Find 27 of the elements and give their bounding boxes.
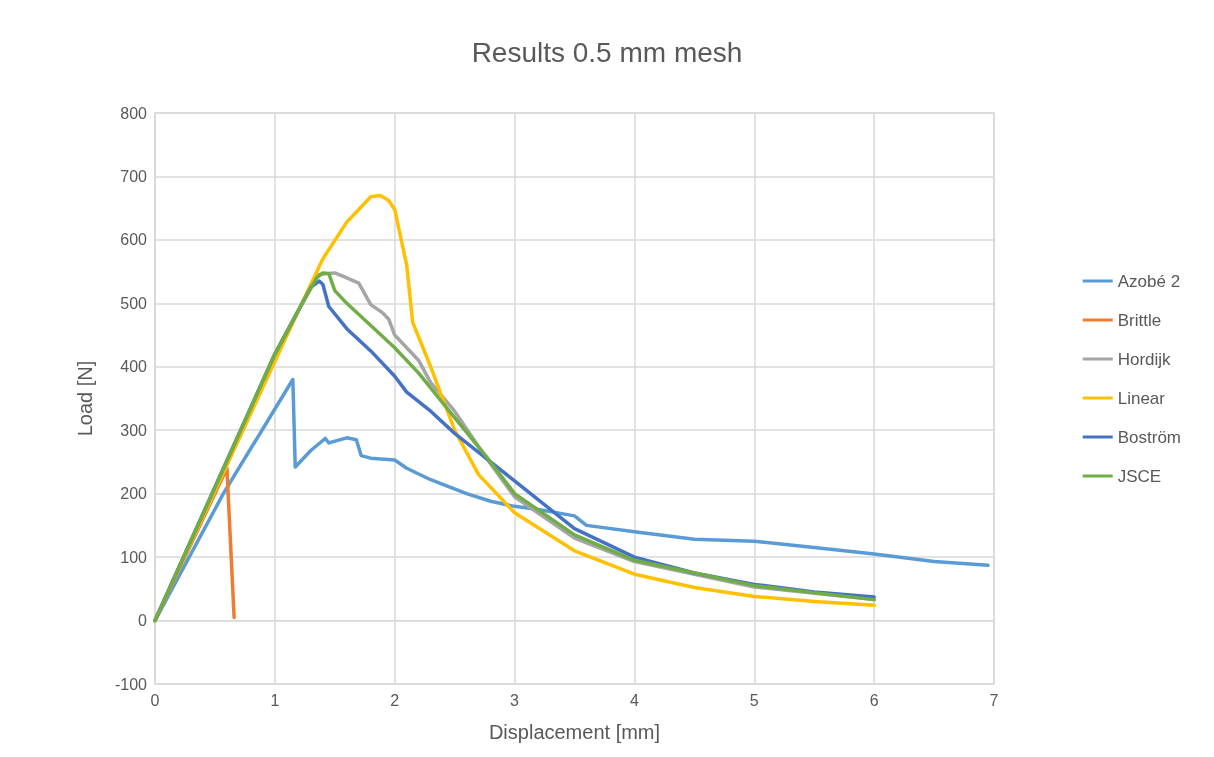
chart-title: Results 0.5 mm mesh xyxy=(471,36,743,68)
legend-label: Azobé 2 xyxy=(1117,271,1181,291)
y-axis-title: Load [N] xyxy=(74,360,96,437)
legend-label: Hordijk xyxy=(1117,349,1172,369)
y-tick-label: 200 xyxy=(120,485,148,503)
x-tick-label: 2 xyxy=(390,691,400,709)
legend-label: Linear xyxy=(1117,388,1166,408)
y-tick-label: 800 xyxy=(120,104,148,122)
x-tick-label: 7 xyxy=(989,691,999,709)
legend-label: JSCE xyxy=(1117,466,1162,486)
y-tick-label: 400 xyxy=(120,358,148,376)
y-tick-label: 500 xyxy=(120,294,148,312)
legend-label: Brittle xyxy=(1117,310,1162,330)
y-tick-label: -100 xyxy=(114,675,148,693)
x-tick-label: 4 xyxy=(629,691,639,709)
x-tick-label: 0 xyxy=(150,691,160,709)
x-tick-label: 6 xyxy=(869,691,879,709)
y-tick-label: 0 xyxy=(138,612,148,630)
x-tick-label: 3 xyxy=(510,691,520,709)
y-tick-label: 600 xyxy=(120,231,148,249)
x-tick-label: 5 xyxy=(749,691,759,709)
y-tick-label: 300 xyxy=(120,421,148,439)
y-tick-label: 100 xyxy=(120,548,148,566)
legend-label: Boström xyxy=(1117,427,1181,447)
x-tick-label: 1 xyxy=(270,691,280,709)
x-axis-title: Displacement [mm] xyxy=(488,721,661,743)
y-tick-label: 700 xyxy=(120,167,148,185)
